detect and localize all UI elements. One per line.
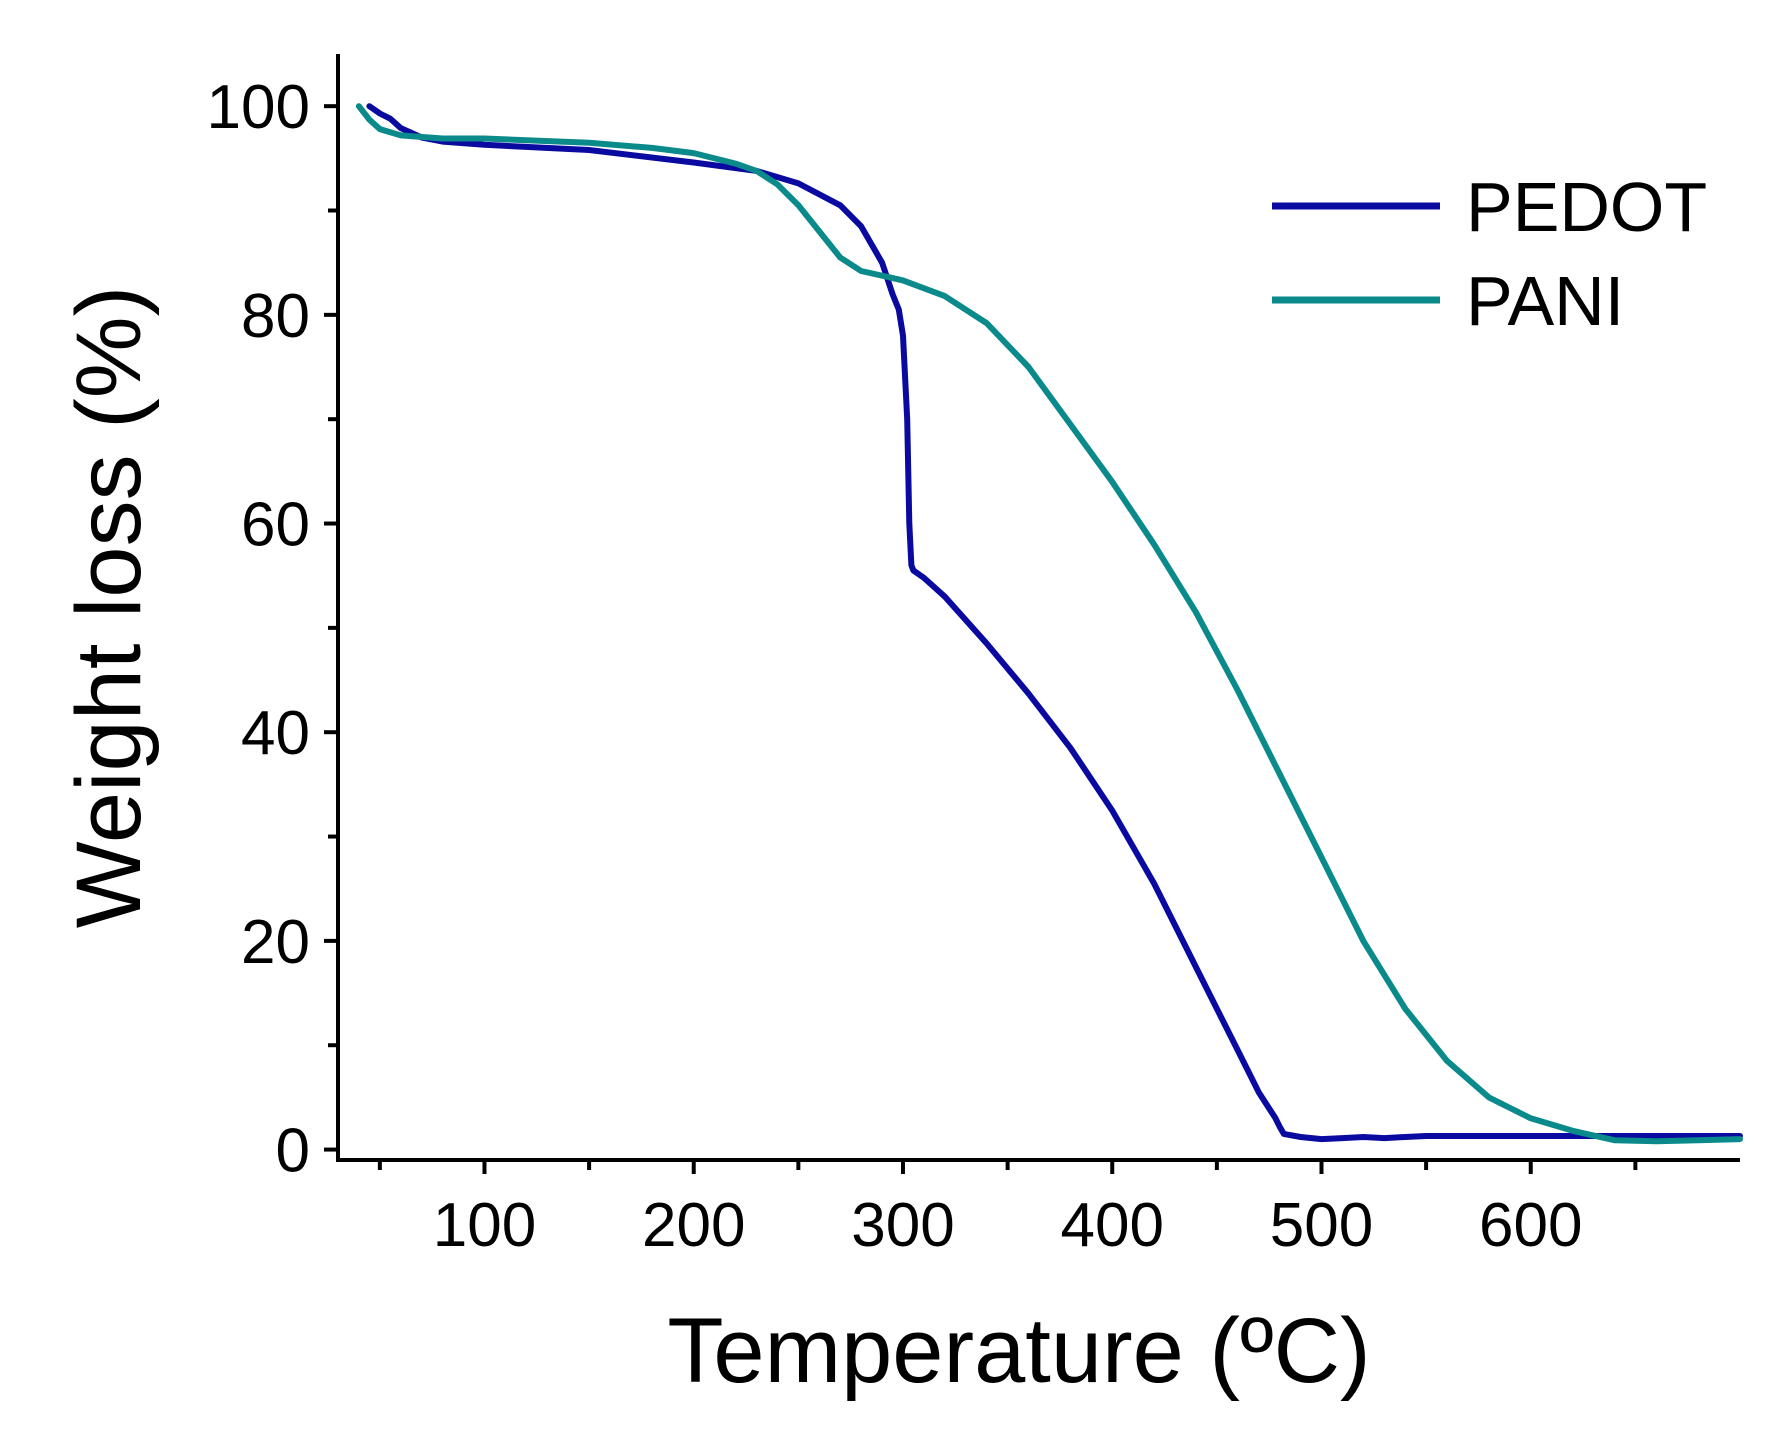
y-tick-label: 40: [241, 699, 310, 768]
x-tick-label: 100: [433, 1191, 536, 1260]
y-tick-label: 80: [241, 282, 310, 351]
y-tick-label: 100: [207, 73, 310, 142]
y-axis-title: Weight loss (%): [58, 286, 160, 928]
legend: PEDOT PANI: [1272, 168, 1707, 340]
x-tick-label: 600: [1479, 1191, 1582, 1260]
x-tick-label: 200: [642, 1191, 745, 1260]
series-group: [355, 103, 1743, 1145]
legend-label-pedot: PEDOT: [1466, 168, 1707, 246]
x-tick-label: 400: [1061, 1191, 1164, 1260]
legend-label-pani: PANI: [1466, 262, 1624, 340]
y-tick-label: 20: [241, 908, 310, 977]
x-tick-label: 300: [851, 1191, 954, 1260]
y-tick-label: 60: [241, 491, 310, 560]
y-tick-label: 0: [276, 1117, 310, 1186]
series-line-pani: [355, 103, 1743, 1145]
x-axis-title: Temperature (ºC): [667, 1300, 1370, 1402]
series-line-pedot: [366, 103, 1743, 1143]
x-ticks: 100 200 300 400 500 600: [377, 1160, 1638, 1260]
y-ticks: 0 20 40 60 80 100: [207, 73, 338, 1186]
plot-area: 0 20 40 60 80 100 100 200 300 400 500 600: [207, 54, 1743, 1260]
x-tick-label: 500: [1270, 1191, 1373, 1260]
